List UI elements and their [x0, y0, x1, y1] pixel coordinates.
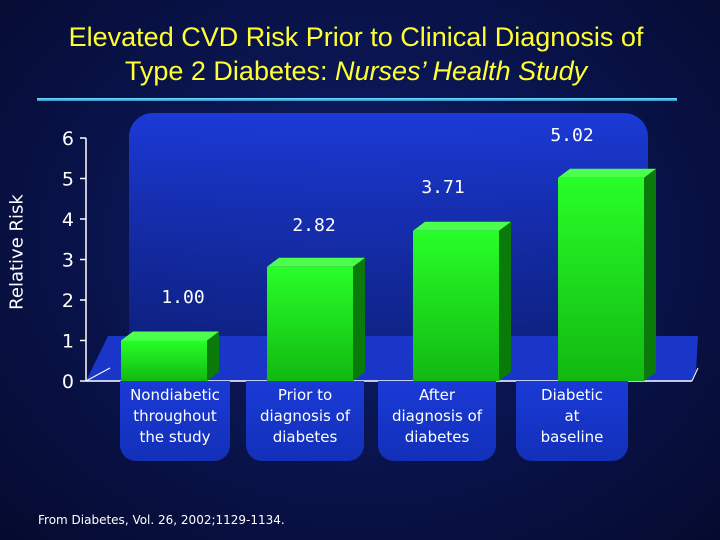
title-divider: [37, 98, 677, 101]
bar-side-face: [207, 331, 219, 381]
data-label: 5.02: [550, 125, 593, 146]
y-tick-label: 5: [62, 169, 74, 191]
category-label-line: at: [564, 407, 580, 425]
category-label-line: Diabetic: [541, 386, 603, 404]
y-tick-label: 2: [62, 290, 74, 312]
slide-title: Elevated CVD Risk Prior to Clinical Diag…: [0, 20, 712, 88]
y-tick-label: 1: [62, 331, 74, 353]
bar-top-face: [267, 257, 365, 267]
bar-front-face: [267, 266, 353, 381]
chart-back-wall: [129, 113, 648, 378]
bar-side-face: [644, 168, 656, 381]
bar: [558, 168, 656, 381]
bar: [267, 257, 365, 381]
bar-top-face: [121, 331, 219, 341]
y-tick-label: 4: [62, 209, 74, 231]
data-label: 1.00: [161, 287, 204, 308]
category-label-line: the study: [139, 428, 211, 446]
bar-top-face: [413, 221, 511, 231]
y-tick-label: 0: [62, 371, 74, 393]
title-line-2: Type 2 Diabetes: Nurses’ Health Study: [0, 54, 712, 88]
data-label: 3.71: [421, 177, 464, 198]
category-label-line: diagnosis of: [259, 407, 351, 425]
category-label: After diagnosis of diabetes: [378, 381, 496, 461]
category-label-line: throughout: [133, 407, 217, 425]
bar: [413, 221, 511, 381]
bar-side-face: [499, 221, 511, 381]
axis-depth-edge-right: [691, 367, 699, 382]
category-label-line: diagnosis of: [391, 407, 483, 425]
category-label-line: diabetes: [272, 428, 338, 446]
title-line-2-italic: Nurses’ Health Study: [335, 56, 588, 86]
bar-front-face: [413, 230, 499, 381]
title-line-1: Elevated CVD Risk Prior to Clinical Diag…: [68, 22, 644, 52]
category-label-line: After: [418, 386, 456, 404]
y-tick-label: 6: [62, 128, 74, 150]
data-label: 2.82: [292, 215, 335, 236]
category-label-line: diabetes: [404, 428, 470, 446]
category-label: Prior to diagnosis of diabetes: [246, 381, 364, 461]
bar-front-face: [121, 340, 207, 381]
y-axis-label: Relative Risk: [6, 194, 28, 310]
bar-side-face: [353, 257, 365, 381]
category-label-line: Nondiabetic: [130, 386, 220, 404]
category-label: Diabetic at baseline: [516, 381, 628, 461]
bar: [121, 331, 219, 381]
source-citation: From Diabetes, Vol. 26, 2002;1129-1134.: [38, 513, 285, 527]
title-line-2-plain: Type 2 Diabetes:: [124, 56, 335, 86]
chart-floor: [86, 336, 698, 381]
category-label-line: baseline: [540, 428, 604, 446]
bar-front-face: [558, 177, 644, 381]
bar-top-face: [558, 168, 656, 178]
axis-depth-edge-left: [85, 367, 111, 382]
y-tick-label: 3: [62, 250, 74, 272]
category-label: Nondiabetic throughout the study: [120, 381, 230, 461]
category-label-line: Prior to: [277, 386, 333, 404]
